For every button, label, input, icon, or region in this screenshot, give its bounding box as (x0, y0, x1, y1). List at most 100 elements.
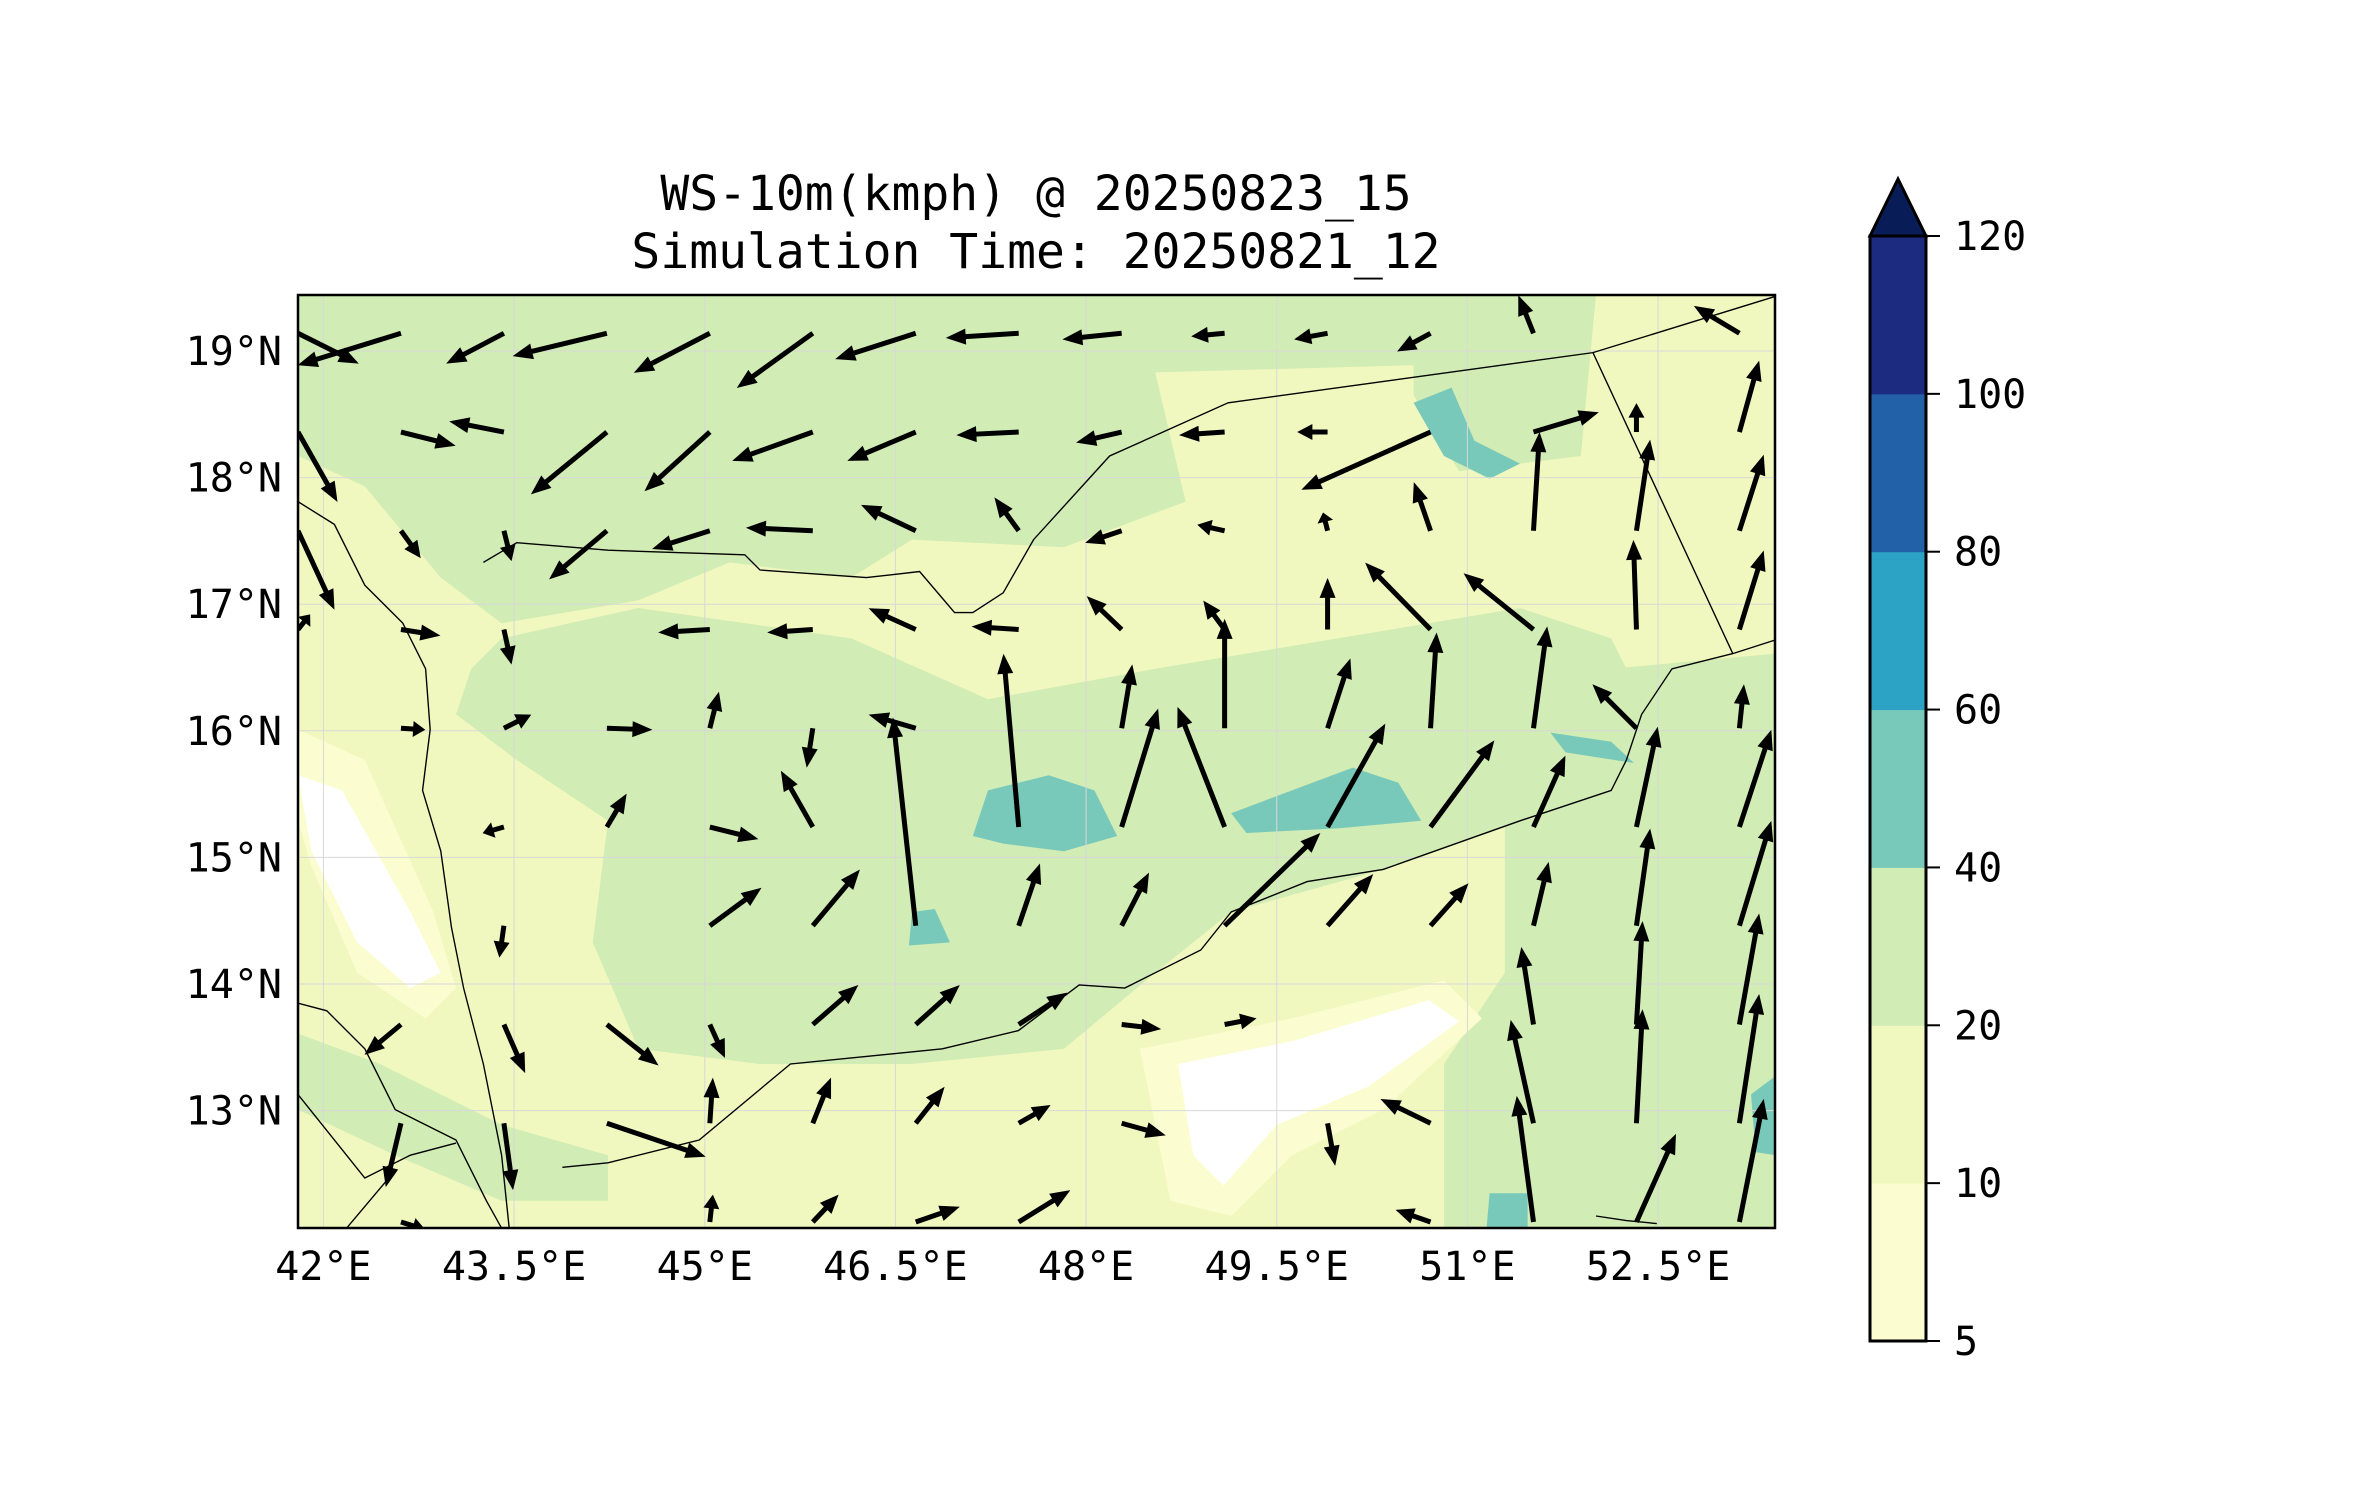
wind-vector-arrow (1532, 410, 1599, 435)
contour-40-60-a (972, 775, 1118, 852)
arrow-head (703, 1194, 720, 1210)
arrow-head (509, 1051, 526, 1074)
wind-vector-arrow (1062, 329, 1122, 346)
arrow-shaft (1737, 746, 1769, 828)
arrow-head (1757, 729, 1773, 752)
colorbar-tick-label: 20 (1954, 1003, 2002, 1049)
colorbar-tick-label: 120 (1954, 214, 2026, 260)
arrow-shaft (543, 430, 609, 485)
wind-vector-arrow (1736, 913, 1764, 1025)
arrow-shaft (1224, 1018, 1244, 1027)
arrow-shaft (1093, 429, 1123, 442)
arrow-head (410, 1218, 426, 1228)
arrow-head (549, 560, 570, 580)
arrow-shaft (604, 807, 620, 829)
arrow-head (644, 471, 665, 492)
wind-vector-arrow (1197, 519, 1226, 536)
arrow-head (449, 417, 471, 434)
arrow-head (737, 826, 759, 843)
arrow-head (1577, 410, 1599, 426)
contour-40-60-c (1413, 387, 1520, 479)
wind-vector-arrow (703, 1194, 720, 1223)
wind-vector-arrow (1119, 664, 1137, 729)
arrow-shaft (1737, 837, 1769, 927)
wind-vector-arrow (1737, 360, 1762, 433)
arrow-shaft (648, 331, 711, 367)
colorbar-segment (1870, 236, 1926, 395)
wind-vector-arrow (971, 619, 1019, 636)
wind-vector-arrow (1633, 439, 1656, 532)
wind-vector-arrow (398, 529, 421, 559)
arrow-head (609, 793, 627, 815)
arrow-shaft (466, 422, 505, 435)
wind-vector-arrow (709, 824, 759, 843)
colorbar-tick-label: 40 (1954, 845, 2002, 891)
wind-vector-arrow (1365, 562, 1433, 632)
arrow-head (1395, 1208, 1416, 1224)
arrow-shaft (811, 994, 847, 1027)
arrow-shaft (1737, 471, 1761, 532)
arrow-shaft (387, 1122, 404, 1171)
arrow-shaft (1476, 582, 1536, 632)
wind-vector-arrow (512, 330, 608, 360)
wind-vector-arrow (530, 430, 609, 495)
colorbar-segment (1870, 867, 1926, 1026)
arrow-shaft (810, 1205, 829, 1224)
arrow-head (956, 426, 977, 443)
wind-vector-arrow (868, 608, 917, 632)
wind-vector-arrow (644, 430, 712, 492)
wind-vector-arrow (1323, 1122, 1340, 1166)
arrow-head (499, 544, 516, 562)
arrow-shaft (501, 1122, 514, 1173)
x-tick-label: 52.5°E (1586, 1244, 1731, 1290)
arrow-head (767, 623, 788, 640)
arrow-shaft (1410, 1212, 1432, 1225)
arrow-shaft (1325, 738, 1379, 829)
arrow-head (1191, 326, 1209, 343)
arrow-head (703, 1077, 720, 1099)
arrow-head (1317, 512, 1334, 524)
wind-vector-arrow (997, 653, 1022, 828)
arrow-shaft (561, 528, 609, 570)
wind-vector-arrow (1179, 425, 1225, 442)
arrow-shaft (1100, 528, 1123, 540)
wind-vector-arrow (604, 793, 627, 829)
arrow-shaft (1707, 313, 1741, 336)
arrow-shaft (1531, 643, 1548, 729)
arrow-head (745, 520, 767, 537)
wind-vector-arrow (1633, 921, 1650, 1025)
arrow-head (1368, 723, 1386, 746)
arrow-shaft (1737, 566, 1761, 631)
wind-vector-arrow (1119, 872, 1150, 927)
wind-vector-arrow (707, 1023, 726, 1058)
arrow-head (1633, 1009, 1650, 1030)
arrow-head (1449, 883, 1469, 904)
wind-vector-arrow (1017, 992, 1068, 1027)
arrow-head (1536, 626, 1553, 648)
arrow-head (1085, 529, 1106, 545)
wind-vector-arrow (1428, 740, 1495, 829)
arrow-shaft (1428, 650, 1438, 729)
arrow-shaft (1736, 930, 1759, 1025)
wind-vector-arrow (780, 770, 815, 829)
wind-vector-arrow (1531, 861, 1552, 927)
wind-vector-arrow (1016, 863, 1042, 927)
arrow-head (412, 721, 426, 738)
arrow-head (1076, 430, 1098, 446)
wind-vector-arrow (914, 1205, 960, 1225)
arrow-head (1592, 684, 1613, 704)
wind-vector-arrow (1017, 1105, 1051, 1126)
arrow-shaft (606, 725, 635, 732)
arrow-head (1733, 684, 1750, 705)
contour-40-60-f (1550, 732, 1634, 764)
arrow-head (1639, 828, 1656, 850)
arrow-shaft (502, 718, 521, 731)
arrow-head (1530, 431, 1547, 453)
wind-vector-arrow (499, 628, 516, 665)
arrow-head (1507, 1019, 1523, 1042)
wind-vector-arrow (1085, 528, 1123, 545)
wind-vector-arrow (1177, 706, 1227, 828)
arrow-head (1144, 1122, 1166, 1138)
wind-vector-arrow (1216, 618, 1233, 729)
arrow-head (382, 1165, 399, 1188)
